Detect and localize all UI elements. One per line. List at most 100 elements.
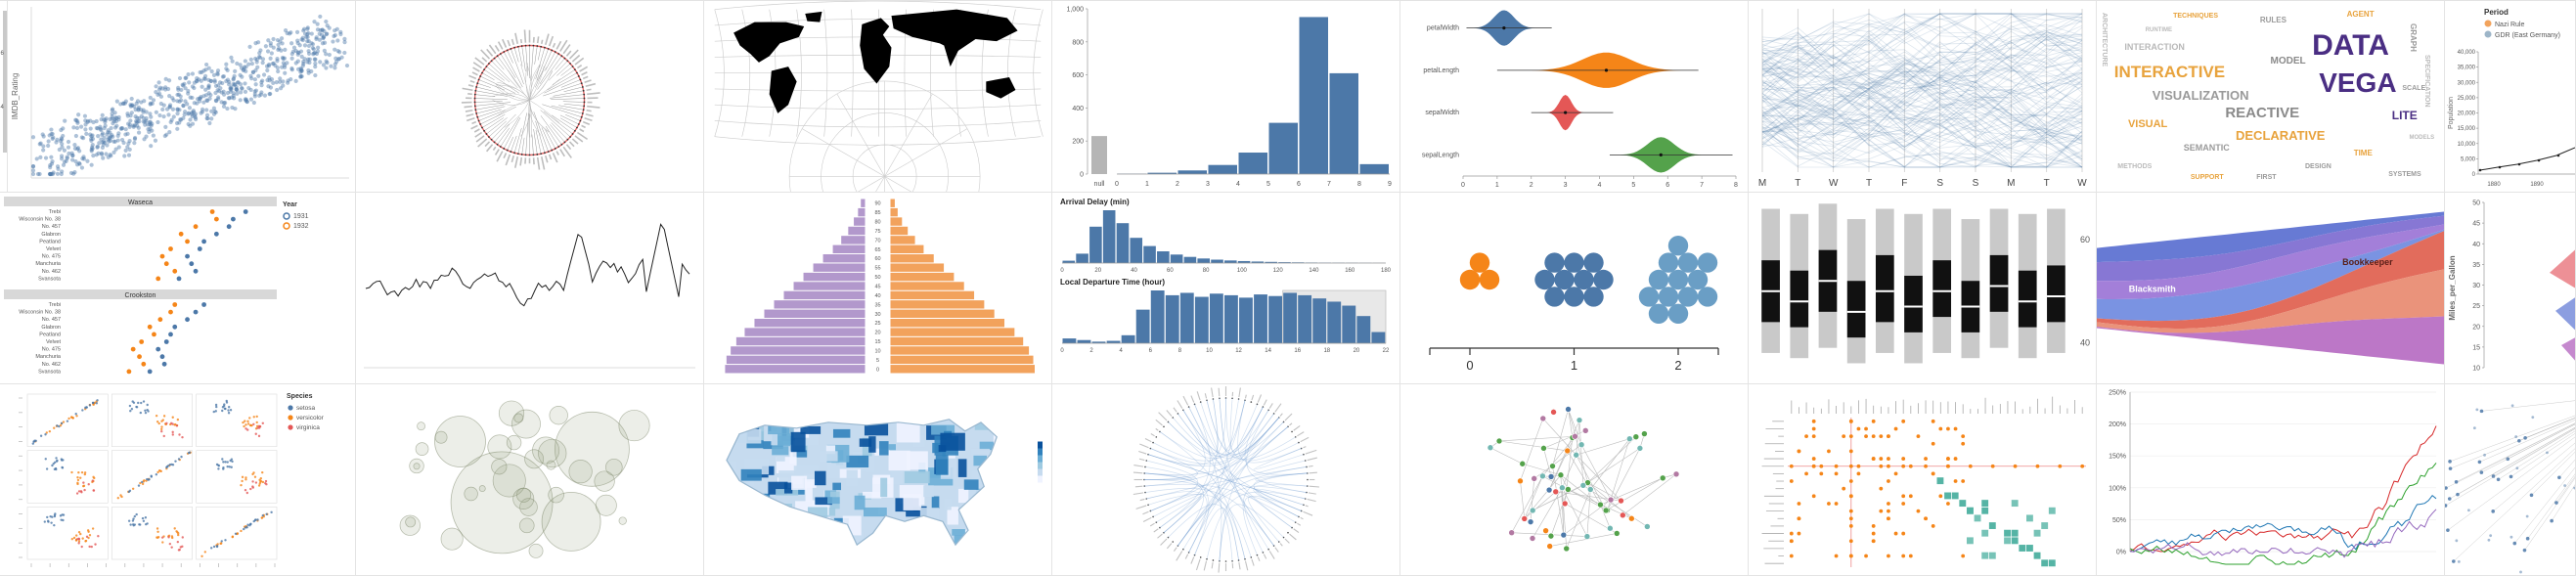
svg-text:Velvet: Velvet: [46, 339, 61, 345]
svg-text:10: 10: [1206, 348, 1213, 354]
svg-text:250%: 250%: [2109, 390, 2126, 397]
svg-text:0: 0: [1461, 182, 1465, 189]
svg-text:60: 60: [1167, 268, 1174, 274]
svg-text:petalWidth: petalWidth: [1427, 25, 1459, 32]
svg-text:1890: 1890: [2530, 182, 2544, 188]
svg-text:Population: Population: [2448, 97, 2455, 129]
thumbnail-force-directed-graph[interactable]: [1400, 384, 1749, 576]
word-cloud-word: LITE: [2392, 110, 2418, 121]
svg-text:Year: Year: [283, 201, 297, 208]
thumbnail-hierarchical-edge-bundling[interactable]: [1052, 384, 1400, 576]
svg-text:Trebi: Trebi: [49, 302, 61, 308]
svg-text:Peatland: Peatland: [39, 332, 61, 337]
word-cloud-word: SUPPORT: [2191, 174, 2224, 181]
stock-returns-multiline-canvas: 250%200%150%100%50%0%: [2097, 384, 2444, 575]
svg-text:40: 40: [2472, 242, 2480, 248]
word-cloud-word: REACTIVE: [2225, 106, 2299, 120]
svg-text:Glabron: Glabron: [41, 325, 61, 331]
svg-text:100: 100: [1237, 268, 1248, 274]
thumbnail-stock-returns-multiline[interactable]: 250%200%150%100%50%0%: [2097, 384, 2445, 576]
us-county-choropleth-canvas: [704, 384, 1051, 575]
reorderable-matrix-canvas: [1749, 384, 2096, 575]
svg-text:4: 4: [1236, 181, 1240, 188]
svg-text:10: 10: [2472, 366, 2480, 373]
svg-text:7: 7: [1327, 181, 1331, 188]
thumbnail-world-map-projection[interactable]: [704, 1, 1052, 193]
svg-text:30: 30: [2472, 283, 2480, 289]
thumbnail-radial-tree-layout[interactable]: [356, 1, 704, 193]
svg-text:Blacksmith: Blacksmith: [2129, 284, 2176, 293]
svg-text:1931: 1931: [293, 213, 309, 220]
svg-text:4: 4: [1120, 348, 1124, 354]
svg-text:80: 80: [1203, 268, 1210, 274]
svg-text:600: 600: [1072, 72, 1084, 79]
svg-text:0: 0: [1060, 348, 1064, 354]
svg-text:virginica: virginica: [296, 424, 320, 431]
svg-text:6: 6: [1297, 181, 1301, 188]
svg-text:0: 0: [1080, 172, 1084, 179]
svg-text:2: 2: [1176, 181, 1179, 188]
svg-text:T: T: [1795, 178, 1800, 189]
svg-text:80: 80: [874, 220, 880, 226]
svg-text:No. 462: No. 462: [42, 269, 61, 275]
svg-text:S: S: [1936, 178, 1943, 189]
thumbnail-reorderable-matrix[interactable]: [1749, 384, 2097, 576]
thumbnail-annotated-time-series[interactable]: [356, 193, 704, 384]
airport-connections-clipped-canvas: [2445, 384, 2575, 575]
svg-text:18: 18: [1323, 348, 1330, 354]
svg-text:S: S: [1973, 178, 1979, 189]
word-cloud-word: VISUALIZATION: [2153, 89, 2249, 102]
svg-text:Svansota: Svansota: [38, 369, 62, 375]
svg-text:200%: 200%: [2109, 421, 2126, 428]
force-directed-graph-canvas: [1400, 384, 1748, 575]
svg-text:Peatland: Peatland: [39, 239, 61, 244]
thumbnail-bubble-circles[interactable]: [356, 384, 704, 576]
svg-text:8: 8: [1734, 182, 1738, 189]
svg-text:9: 9: [1388, 181, 1392, 188]
svg-text:15: 15: [2472, 344, 2480, 351]
thumbnail-us-county-choropleth[interactable]: [704, 384, 1052, 576]
svg-text:IMDB_Rating: IMDB_Rating: [11, 73, 20, 120]
svg-text:2: 2: [1674, 358, 1681, 373]
hierarchical-edge-bundling-canvas: [1052, 384, 1399, 575]
svg-text:65: 65: [874, 247, 880, 253]
svg-text:12: 12: [1235, 348, 1242, 354]
svg-text:35,000: 35,000: [2458, 66, 2476, 71]
svg-text:25,000: 25,000: [2458, 96, 2476, 102]
thumbnail-airport-connections-clipped[interactable]: [2445, 384, 2576, 576]
svg-text:45: 45: [2472, 221, 2480, 228]
svg-text:40: 40: [874, 293, 880, 299]
svg-text:1: 1: [1571, 358, 1577, 373]
svg-text:No. 457: No. 457: [42, 317, 61, 323]
svg-text:2: 2: [1089, 348, 1093, 354]
svg-text:5,000: 5,000: [2461, 156, 2476, 162]
svg-text:1: 1: [1145, 181, 1149, 188]
word-cloud-word: MODEL: [2271, 57, 2306, 66]
word-cloud-word: INTERACTION: [2124, 43, 2185, 52]
svg-text:Local Departure Time (hour): Local Departure Time (hour): [1060, 278, 1165, 287]
thumbnail-imdb-scatterplot[interactable]: IMDB_Rating: [8, 1, 356, 193]
svg-text:50: 50: [2472, 200, 2480, 207]
svg-text:150%: 150%: [2109, 454, 2126, 461]
svg-text:40: 40: [2080, 337, 2090, 347]
svg-text:Trebi: Trebi: [49, 209, 61, 215]
word-cloud-word: SYSTEMS: [2388, 171, 2421, 178]
svg-text:Glabron: Glabron: [41, 232, 61, 238]
